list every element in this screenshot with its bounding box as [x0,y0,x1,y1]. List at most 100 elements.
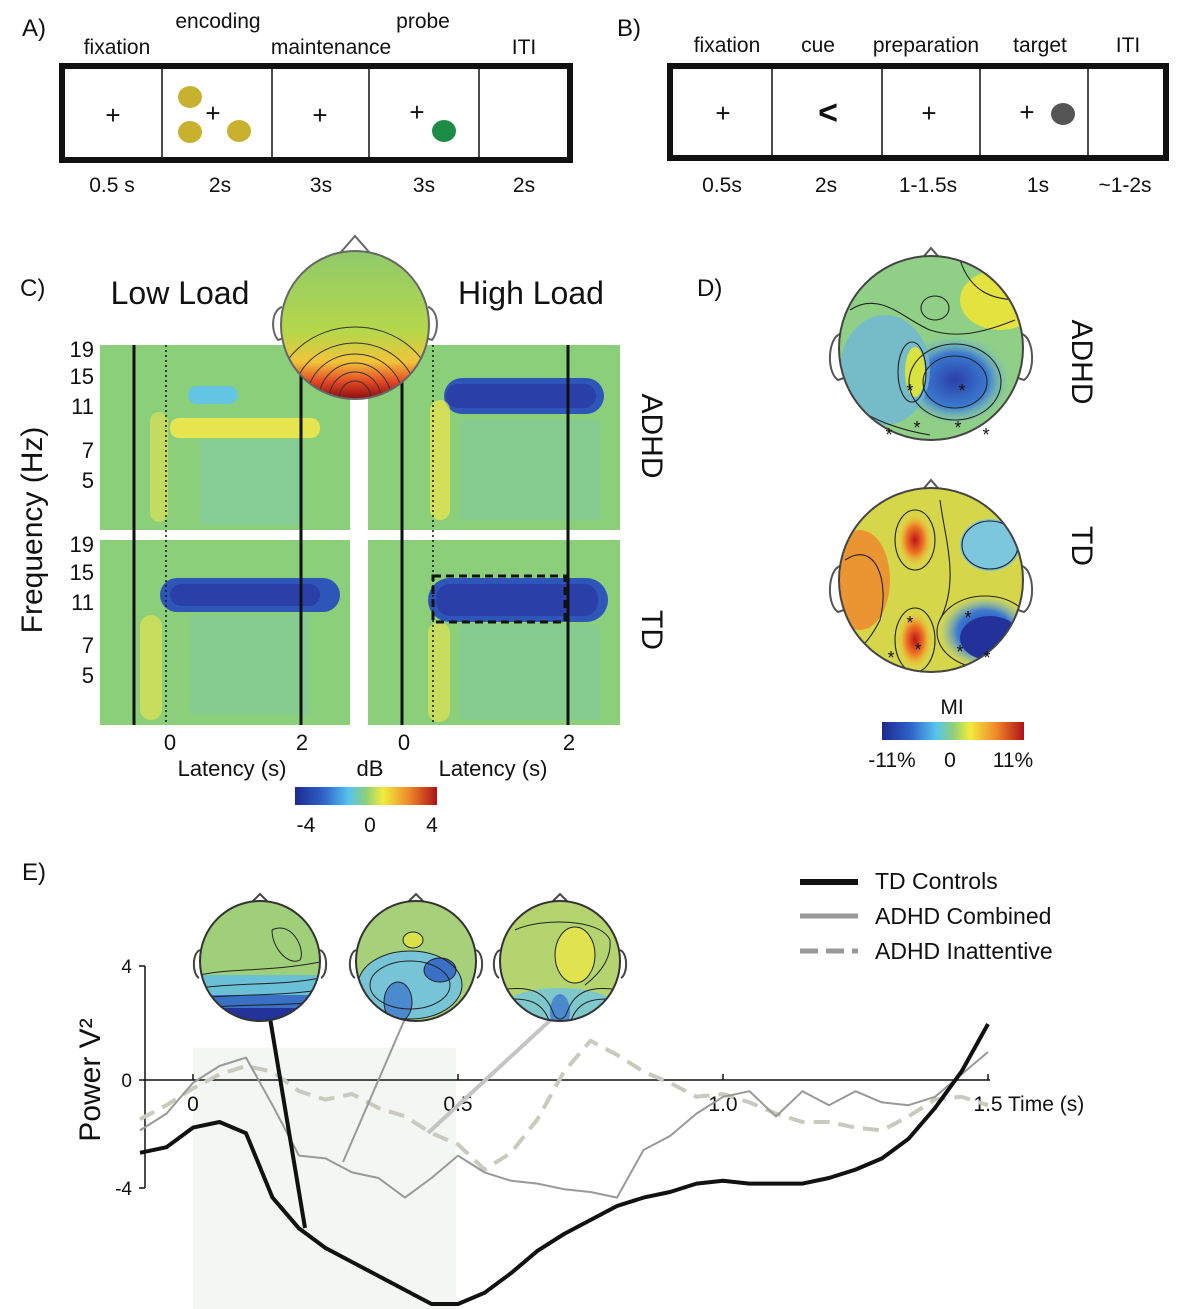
fixation-cross: + [105,100,120,130]
duration-label: ~1-2s [1098,174,1151,197]
tf-map-td-high [368,540,620,725]
panel-e-label: E) [22,859,46,886]
tf-map-adhd-high [368,345,620,530]
colorbar-title: dB [357,756,384,781]
fixation-cross: + [409,97,424,127]
fixation-cross: + [312,100,327,130]
x-tick: 2 [563,730,575,755]
y-tick: 4 [121,957,132,978]
panel-d-label: D) [697,275,722,302]
group-label-adhd: ADHD [1065,319,1098,404]
y-tick: 7 [82,438,94,463]
colorbar-tick: 4 [426,814,438,837]
fixation-cross: + [921,98,936,128]
y-tick: 11 [71,590,94,615]
y-tick: 5 [82,663,94,688]
group-label-adhd: ADHD [635,393,668,478]
legend-label-td: TD Controls [875,868,998,894]
duration-label: 0.5s [702,174,742,197]
panel-b: B) fixation cue preparation target ITI +… [617,15,1169,197]
legend-label-combined: ADHD Combined [875,903,1051,929]
scalp-map-adhd: * * * * * * [829,246,1033,445]
group-label-td: TD [635,610,668,650]
phase-label-cue: cue [801,34,835,57]
phase-label-maintenance: maintenance [271,36,391,59]
tf-map-td-low [100,540,350,725]
electrode-marker: * [913,418,920,438]
phase-label-target: target [1013,34,1067,57]
y-tick: -4 [115,1179,132,1200]
phase-label-iti: ITI [512,36,537,59]
panel-a: A) fixation encoding maintenance probe I… [22,10,573,197]
x-tick: 1.0 [708,1093,737,1116]
y-tick: 15 [70,364,94,389]
scalp-topography [272,234,438,400]
series-td-controls [139,1023,990,1306]
scalp-map-td: * * * * * * [829,478,1033,673]
phase-label-fixation: fixation [694,34,761,57]
electrode-marker: * [954,418,961,438]
colorbar [882,722,1024,740]
y-ticks-top: 19 15 11 7 5 [70,337,94,493]
condition-title-high-load: High Load [458,275,604,311]
electrode-marker: * [982,425,989,445]
condition-title-low-load: Low Load [111,275,250,311]
topography-1 [192,892,328,1022]
colorbar-title: MI [940,696,963,719]
duration-label: 1-1.5s [899,174,957,197]
target-dot [1051,103,1075,125]
duration-label: 3s [413,174,435,197]
colorbar [295,787,437,805]
phase-label-fixation: fixation [84,36,151,59]
phase-label-iti: ITI [1116,34,1141,57]
panel-c-label: C) [20,275,45,302]
fixation-cross: + [715,98,730,128]
x-tick: 0 [187,1093,199,1116]
y-tick: 11 [71,394,94,419]
electrode-marker: * [914,640,921,660]
connector-line [426,1000,572,1135]
encoding-stimulus-dot [178,121,202,143]
duration-label: 2s [513,174,535,197]
legend-label-inattentive: ADHD Inattentive [875,938,1053,964]
electrode-marker: * [983,648,990,668]
colorbar-tick: -11% [868,749,915,772]
y-tick: 7 [82,633,94,658]
panel-d: D) * [697,246,1098,772]
electrode-marker: * [906,613,913,633]
topography-3 [492,892,628,1022]
group-label-td: TD [1065,526,1098,566]
y-tick: 0 [121,1071,132,1092]
panel-e: E) TD Controls ADHD Combined ADHD Inatte… [22,859,1084,1309]
colorbar-tick: 11% [993,749,1033,772]
encoding-stimulus-dot [227,120,251,142]
trial-timeline-box [59,63,573,163]
connector-line [266,1005,307,1229]
x-tick: 2 [296,730,308,755]
y-axis-title: Frequency (Hz) [16,427,49,634]
panel-c: C) Low Load High Load Frequency (Hz) [16,234,668,837]
tf-map-adhd-low [100,345,350,530]
y-tick: 19 [70,532,94,557]
x-axis-title: Latency (s) [439,756,548,781]
series-adhd-combined [139,1051,989,1199]
x-axis-title: Latency (s) [178,756,287,781]
duration-label: 3s [310,174,332,197]
roi-dashed-box [431,574,567,624]
electrode-marker: * [887,648,894,668]
y-tick-marks [139,965,145,1189]
colorbar-tick: 0 [364,814,376,837]
y-axis-title: Power V² [74,1018,107,1141]
topography-2 [348,892,484,1022]
x-axis-title: Time (s) [1008,1093,1084,1116]
probe-stimulus-dot [432,120,456,142]
electrode-marker: * [956,642,963,662]
colorbar-tick: 0 [944,749,956,772]
y-tick: 19 [70,337,94,362]
electrode-marker: * [964,608,971,628]
cue-arrow: < [818,94,838,132]
duration-label: 2s [209,174,231,197]
electrode-marker: * [885,425,892,445]
y-tick: 5 [82,468,94,493]
